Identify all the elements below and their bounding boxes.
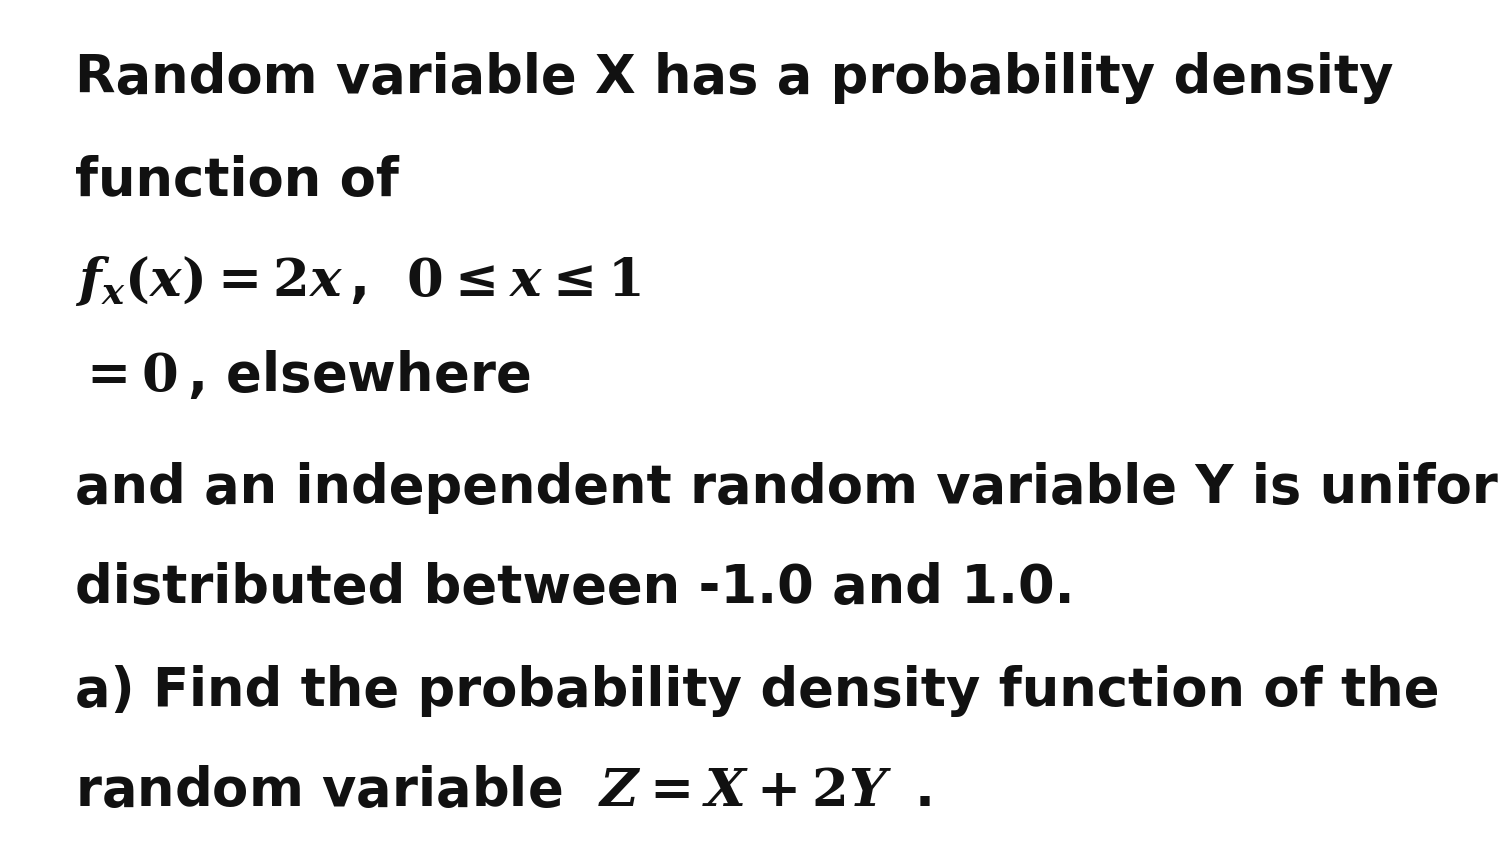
- Text: function of: function of: [75, 156, 399, 207]
- Text: $\mathbf{\mathit{f}}_{\mathbf{\mathit{x}}}(\mathbf{\mathit{x}}) = 2\mathbf{\math: $\mathbf{\mathit{f}}_{\mathbf{\mathit{x}…: [75, 254, 642, 308]
- Text: distributed between -1.0 and 1.0.: distributed between -1.0 and 1.0.: [75, 562, 1074, 613]
- Text: Random variable X has a probability density: Random variable X has a probability dens…: [75, 52, 1394, 104]
- Text: and an independent random variable Y is uniformly: and an independent random variable Y is …: [75, 462, 1500, 514]
- Text: $= 0\,$, elsewhere: $= 0\,$, elsewhere: [75, 349, 531, 403]
- Text: a) Find the probability density function of the: a) Find the probability density function…: [75, 665, 1440, 717]
- Text: random variable  $\mathbf{\mathit{Z}} = \mathbf{\mathit{X}} + 2\mathbf{\mathit{Y: random variable $\mathbf{\mathit{Z}} = \…: [75, 765, 930, 816]
